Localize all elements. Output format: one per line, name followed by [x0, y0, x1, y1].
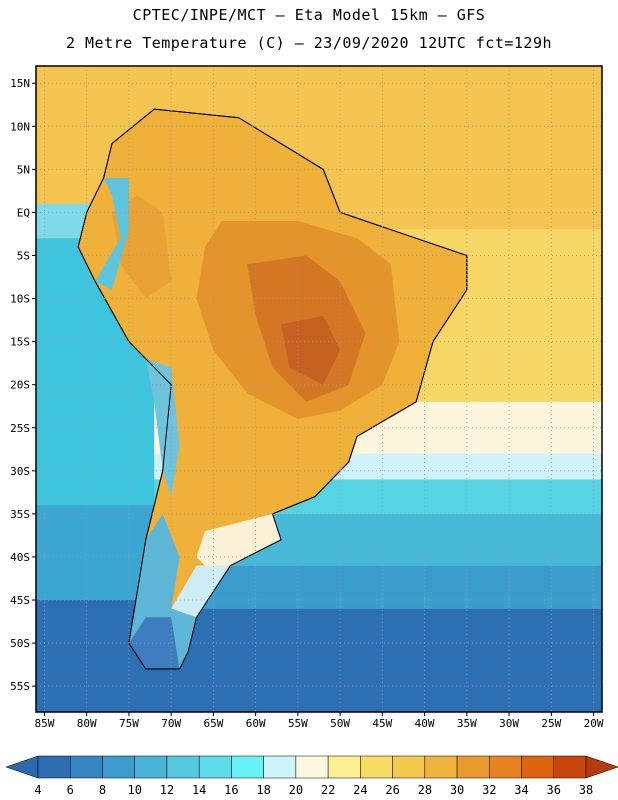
legend-label: 4 [34, 783, 41, 797]
latitude-axis: 15N 10N 5N EQ 5S 10S 15S 20S 25S 30S 35S 40S 45S 50S 5… [10, 77, 36, 693]
temperature-map: 15N 10N 5N EQ 5S 10S 15S 20S 25S 30S 35S 40S 45S 50S 5… [10, 65, 604, 730]
legend-label: 30 [450, 783, 464, 797]
lat-tick-label: 30S [10, 465, 30, 478]
land-region-8 [128, 617, 180, 669]
lat-tick-label: 20S [10, 379, 30, 392]
lon-tick-label: 75W [119, 717, 139, 730]
lon-tick-label: 30W [499, 717, 519, 730]
lon-tick-label: 70W [161, 717, 181, 730]
legend-color-box [327, 755, 361, 779]
legend-label: 24 [353, 783, 367, 797]
legend-color-box [102, 755, 135, 779]
lon-tick-label: 60W [246, 717, 266, 730]
legend-label: 14 [192, 783, 206, 797]
legend-color-box [37, 755, 71, 779]
lon-tick-label: 65W [203, 717, 223, 730]
lat-tick-label: 10S [10, 293, 30, 306]
legend-color-box [134, 755, 168, 779]
legend-color-box [295, 755, 329, 779]
legend-label: 34 [514, 783, 528, 797]
legend-label: 22 [321, 783, 335, 797]
coastline [77, 108, 468, 670]
lat-tick-label: 25S [10, 422, 30, 435]
legend-label: 20 [289, 783, 303, 797]
land-region-3 [281, 315, 341, 385]
lon-tick-label: 40W [415, 717, 435, 730]
lat-tick-label: 45S [10, 594, 30, 607]
lat-tick-label: 15S [10, 336, 30, 349]
lat-tick-label: 5S [17, 249, 30, 262]
legend-color-box [521, 755, 555, 779]
legend-color-box [360, 755, 393, 779]
legend-color-box [263, 755, 297, 779]
lon-tick-label: 35W [457, 717, 477, 730]
legend-label: 26 [385, 783, 399, 797]
lat-tick-label: 40S [10, 551, 30, 564]
lon-tick-label: 50W [330, 717, 350, 730]
ocean-field [36, 66, 602, 712]
legend-label: 8 [99, 783, 106, 797]
lon-tick-label: 20W [584, 717, 604, 730]
lon-tick-label: 85W [35, 717, 55, 730]
legend-label: 38 [579, 783, 593, 797]
longitude-axis: 85W 80W 75W 70W 65W 60W 55W 50W 45W 40W 35W 30W 25W 2… [35, 712, 604, 730]
lat-tick-label: 35S [10, 508, 30, 521]
land-region-9 [95, 178, 129, 290]
lat-tick-label: 10N [10, 120, 30, 133]
legend-label: 36 [547, 783, 561, 797]
legend-color-box [424, 755, 458, 779]
legend-label: 16 [224, 783, 238, 797]
legend-color-box [489, 755, 522, 779]
lat-tick-label: 5N [17, 163, 30, 176]
color-legend: 4 6 8 10 12 14 16 18 20 22 24 26 28 30 32 34 36 38 [5, 755, 618, 797]
legend-color-box [198, 755, 232, 779]
legend-color-box [553, 755, 587, 779]
legend-color-box [166, 755, 200, 779]
lon-tick-label: 45W [372, 717, 392, 730]
legend-label: 10 [127, 783, 141, 797]
lat-tick-label: EQ [17, 206, 30, 219]
legend-color-box [392, 755, 426, 779]
legend-label: 6 [67, 783, 74, 797]
land-region-6 [171, 565, 231, 618]
lon-tick-label: 25W [541, 717, 561, 730]
legend-label: 32 [482, 783, 496, 797]
pacific-band-3 [36, 505, 155, 601]
legend-color-box [231, 755, 264, 779]
legend-color-box [69, 755, 103, 779]
legend-color-box [456, 755, 490, 779]
land-region-5 [196, 513, 281, 575]
legend-low-arrow [5, 755, 39, 779]
legend-high-arrow [585, 755, 618, 779]
map-frame [35, 65, 603, 713]
lon-tick-label: 80W [77, 717, 97, 730]
chart-title-line1: CPTEC/INPE/MCT – Eta Model 15km – GFS [132, 6, 486, 24]
lat-tick-label: 15N [10, 77, 30, 90]
legend-label: 12 [160, 783, 174, 797]
lat-tick-label: 55S [10, 680, 30, 693]
land-temperature-field [77, 108, 468, 670]
legend-label: 28 [418, 783, 432, 797]
lon-tick-label: 55W [288, 717, 308, 730]
lat-tick-label: 50S [10, 637, 30, 650]
chart-title-line2: 2 Metre Temperature (C) – 23/09/2020 12U… [65, 34, 553, 52]
legend-label: 18 [256, 783, 270, 797]
